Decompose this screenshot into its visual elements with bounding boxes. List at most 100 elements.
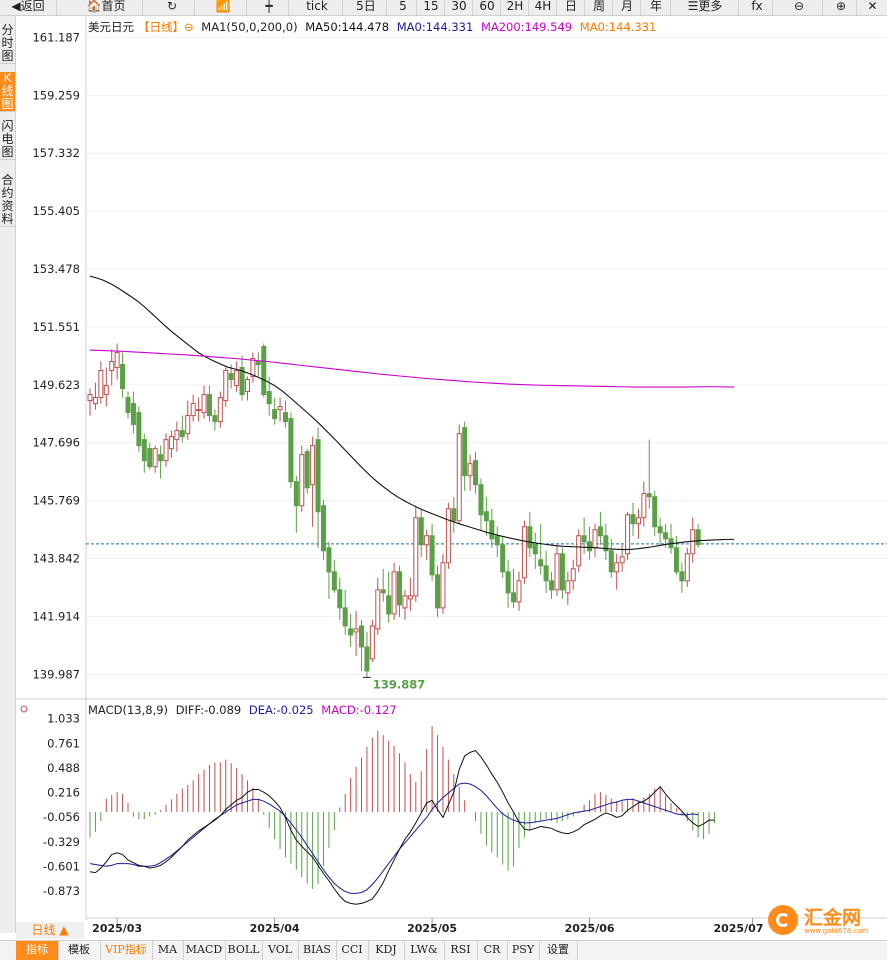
tab-bias[interactable]: BIAS [298, 941, 337, 960]
more-button[interactable]: ☰更多 [672, 0, 739, 15]
candle [391, 562, 397, 620]
candle-body [359, 625, 364, 648]
low-price-label: 139.887 [373, 677, 425, 691]
candle [348, 613, 354, 647]
candle-body [353, 628, 359, 633]
price-tick-label: 141.914 [32, 609, 80, 623]
candle-body [440, 562, 446, 609]
candle [217, 391, 223, 428]
tab-boll[interactable]: BOLL [225, 941, 263, 960]
tab-psy[interactable]: PSY [507, 941, 540, 960]
dea-line [89, 782, 699, 894]
candle-body [603, 535, 609, 552]
candle-body [206, 394, 212, 417]
candle [168, 430, 174, 458]
candle [98, 361, 104, 404]
macd-tick-label: 1.033 [47, 712, 80, 726]
candle-body [163, 439, 169, 462]
period-day-button[interactable]: 日 [558, 0, 585, 15]
zoom-out-button[interactable]: ⊖ [776, 0, 823, 15]
tab-lw[interactable]: LW& [404, 941, 445, 960]
tab-indicator[interactable]: 指标 [16, 941, 59, 960]
period-selector[interactable]: 日线 ▲ [16, 922, 84, 939]
candle-body [293, 481, 299, 507]
tab-cr[interactable]: CR [477, 941, 508, 960]
home-button[interactable]: 🏠首页 [70, 0, 143, 15]
period-week-button[interactable]: 周 [586, 0, 613, 15]
tab-kdj[interactable]: KDJ [368, 941, 405, 960]
candle [456, 424, 462, 524]
candlesticks [87, 343, 701, 678]
period-5-button[interactable]: 5 [390, 0, 417, 15]
refresh-button[interactable]: ↻ [150, 0, 195, 15]
candle-body [473, 460, 479, 486]
candle [435, 565, 441, 617]
period-60-button[interactable]: 60 [474, 0, 501, 15]
sidebar-contract[interactable]: 合约资料 [0, 173, 15, 227]
tab-macd[interactable]: MACD [183, 941, 226, 960]
candle-body [652, 496, 658, 528]
candle [603, 523, 609, 560]
candle-body [521, 526, 527, 579]
indicator-tabs: 指标 模板 VIP指标 MA MACD BOLL VOL BIAS CCI KDJ LW& RSI CR… [0, 940, 887, 960]
period-year-button[interactable]: 年 [642, 0, 671, 15]
candle [174, 421, 180, 452]
candle [695, 523, 701, 548]
tab-settings[interactable]: 设置 [539, 941, 578, 960]
candle-body [196, 409, 202, 412]
tick-button[interactable]: tick [292, 0, 343, 15]
candle-body [456, 433, 462, 522]
zoom-in-button[interactable]: ⊕ [826, 0, 857, 15]
tab-rsi[interactable]: RSI [444, 941, 478, 960]
period-2h-button[interactable]: 2H [502, 0, 529, 15]
sidebar-flash[interactable]: 闪电图 [0, 119, 15, 160]
candle-body [261, 345, 267, 396]
candle-body [348, 628, 354, 636]
chart-area[interactable]: 161.187 159.259 157.332 155.405 153.478 151.5… [0, 0, 887, 940]
fullscreen-button[interactable]: ✕ [858, 0, 887, 15]
candle [429, 523, 435, 581]
candle-body [92, 397, 98, 405]
candle [402, 589, 408, 620]
collapse-icon[interactable]: ⊖ [184, 20, 194, 34]
candle-body [114, 351, 120, 369]
period-month-button[interactable]: 月 [614, 0, 641, 15]
tab-vol[interactable]: VOL [262, 941, 299, 960]
candle [440, 553, 446, 614]
candle-icon-button[interactable]: ┿ [250, 0, 289, 15]
tab-ma[interactable]: MA [152, 941, 184, 960]
back-button[interactable]: ◀返回 [0, 0, 57, 15]
sidebar-kline[interactable]: K线图 [0, 71, 15, 112]
candle-body [103, 385, 109, 396]
tab-cci[interactable]: CCI [336, 941, 369, 960]
candle-body [391, 571, 397, 615]
tab-template[interactable]: 模板 [58, 941, 101, 960]
period-30-button[interactable]: 30 [446, 0, 473, 15]
candle-body [625, 514, 631, 555]
period-4h-button[interactable]: 4H [530, 0, 557, 15]
candle [597, 511, 603, 545]
candle-body [424, 535, 430, 546]
formula-button[interactable]: fx [742, 0, 773, 15]
candle-body [201, 394, 207, 414]
candle-body [532, 544, 538, 555]
kline-icon-button[interactable]: 📶 [200, 0, 247, 15]
macd-tick-label: -0.329 [43, 835, 80, 849]
sidebar-timeshare[interactable]: 分时图 [0, 23, 15, 64]
candle [380, 568, 386, 602]
candle-body [168, 436, 174, 450]
candle-body [559, 553, 565, 591]
ma200-value: MA200:149.549 [480, 20, 573, 34]
candle [467, 454, 473, 491]
candle [521, 520, 527, 584]
macd-name: MACD(13,8,9) [88, 703, 169, 717]
period-15-button[interactable]: 15 [418, 0, 445, 15]
period-5day-button[interactable]: 5日 [346, 0, 387, 15]
candle-body [619, 556, 625, 564]
candle [587, 526, 593, 560]
candle-body [331, 571, 337, 591]
ma-indicator-name: MA1(50,0,200,0) [201, 20, 298, 34]
candle [375, 577, 381, 635]
candle-body [418, 517, 424, 546]
tab-vip[interactable]: VIP指标 [100, 941, 153, 960]
